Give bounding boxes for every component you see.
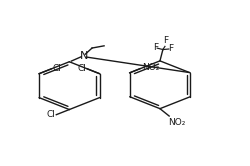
Text: NO₂: NO₂: [142, 63, 160, 72]
Text: F: F: [163, 36, 168, 45]
Text: Cl: Cl: [77, 64, 86, 73]
Text: F: F: [153, 43, 158, 52]
Text: Cl: Cl: [46, 110, 55, 119]
Text: F: F: [168, 44, 173, 53]
Text: NO₂: NO₂: [168, 118, 186, 127]
Text: N: N: [80, 51, 88, 61]
Text: Cl: Cl: [53, 64, 62, 73]
